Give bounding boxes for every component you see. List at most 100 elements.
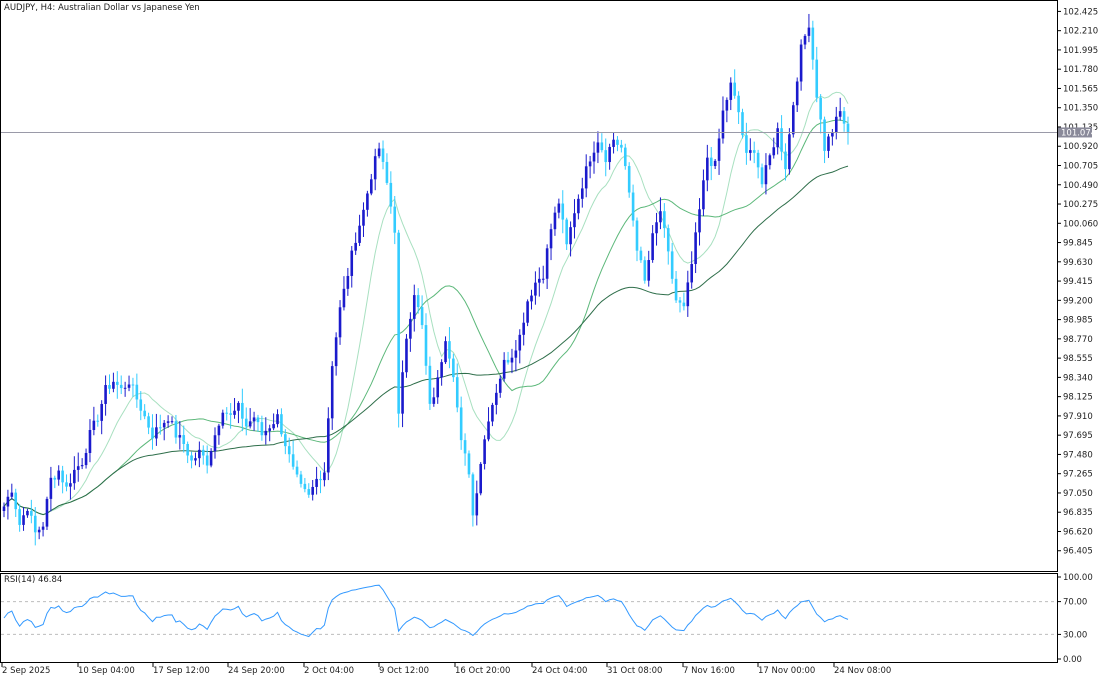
candle <box>623 143 627 170</box>
candle <box>432 387 436 407</box>
candle <box>834 106 838 140</box>
candle <box>612 132 615 154</box>
candle <box>491 402 494 427</box>
candle <box>170 416 174 424</box>
candle <box>803 34 807 50</box>
candle <box>455 363 459 413</box>
candle <box>655 212 658 246</box>
candle <box>448 327 451 369</box>
candle <box>643 256 647 284</box>
candle <box>831 128 834 146</box>
candle <box>108 374 111 395</box>
price-tick-label: 100.275 <box>1063 200 1098 210</box>
candle <box>631 184 635 227</box>
candle <box>518 329 522 364</box>
candle <box>342 276 346 311</box>
candle <box>764 153 768 195</box>
candle <box>397 229 400 428</box>
candle <box>510 348 514 374</box>
candle <box>569 221 572 257</box>
rsi-tick-label: 70.00 <box>1063 598 1087 608</box>
candle <box>698 198 701 246</box>
candle <box>487 407 490 442</box>
candle <box>162 420 166 441</box>
price-tick-label: 100.490 <box>1063 181 1098 191</box>
price-tick-label: 97.695 <box>1063 431 1093 441</box>
time-tick-label: 10 Sep 04:00 <box>78 666 135 676</box>
candle <box>213 427 217 459</box>
candle <box>377 142 381 159</box>
candle <box>553 206 557 236</box>
candle <box>565 217 568 251</box>
candle <box>287 437 291 463</box>
candle <box>811 20 815 70</box>
candle <box>14 488 18 518</box>
candle <box>53 475 57 489</box>
candle <box>479 462 483 496</box>
candle <box>225 407 229 421</box>
candle <box>182 425 186 453</box>
price-tick-label: 100.920 <box>1063 142 1098 152</box>
candle <box>209 448 213 468</box>
candle <box>366 190 369 217</box>
candle <box>409 312 412 352</box>
price-tick-label: 102.425 <box>1063 7 1098 17</box>
candle <box>799 39 803 91</box>
candle <box>92 406 96 436</box>
candle <box>514 340 518 372</box>
price-panel[interactable] <box>0 0 1058 572</box>
rsi-line <box>3 584 849 638</box>
candle <box>768 153 772 170</box>
candle <box>358 214 361 247</box>
candle <box>580 177 584 208</box>
candle <box>268 424 272 442</box>
candle <box>788 128 791 175</box>
candle <box>276 409 279 428</box>
time-tick-label: 2 Sep 2025 <box>2 666 50 676</box>
rsi-axis: 100.00 70.00 30.00 0.00 <box>1057 573 1093 665</box>
candle <box>65 474 68 492</box>
price-tick-label: 98.770 <box>1063 335 1093 345</box>
candle <box>635 217 639 262</box>
time-axis: 2 Sep 2025 10 Sep 04:00 17 Sep 12:00 24 Sep… <box>1 663 891 676</box>
candle <box>303 477 307 493</box>
candle <box>112 372 115 393</box>
candle <box>76 452 80 482</box>
candle <box>620 139 623 153</box>
candle <box>838 97 842 121</box>
candle <box>123 381 127 397</box>
candle <box>84 448 88 469</box>
price-tick-label: 96.835 <box>1063 508 1093 518</box>
candle <box>495 383 498 415</box>
candle <box>237 401 240 424</box>
rsi-panel[interactable] <box>0 573 1058 663</box>
candle <box>756 149 760 179</box>
candle <box>463 433 467 466</box>
candle <box>584 154 588 198</box>
candle <box>327 407 330 481</box>
candle <box>436 370 440 404</box>
candle <box>401 360 404 428</box>
price-tick-label: 97.050 <box>1063 489 1093 499</box>
price-tick-label: 101.565 <box>1063 84 1098 94</box>
candle <box>686 270 690 317</box>
price-tick-label: 99.845 <box>1063 239 1093 249</box>
candle <box>10 483 14 500</box>
candle <box>561 190 565 234</box>
candle <box>37 526 41 540</box>
candle <box>80 458 84 470</box>
price-tick-label: 101.995 <box>1063 46 1098 56</box>
candle <box>545 244 549 289</box>
candle <box>350 246 354 288</box>
candle <box>151 414 154 450</box>
candle <box>659 197 662 230</box>
candle <box>186 441 189 464</box>
candle <box>549 223 553 261</box>
candle <box>557 198 561 219</box>
candle <box>18 504 21 532</box>
candle <box>690 251 694 289</box>
price-tick-label: 98.555 <box>1063 354 1093 364</box>
candle <box>604 138 608 177</box>
candle <box>389 171 393 214</box>
